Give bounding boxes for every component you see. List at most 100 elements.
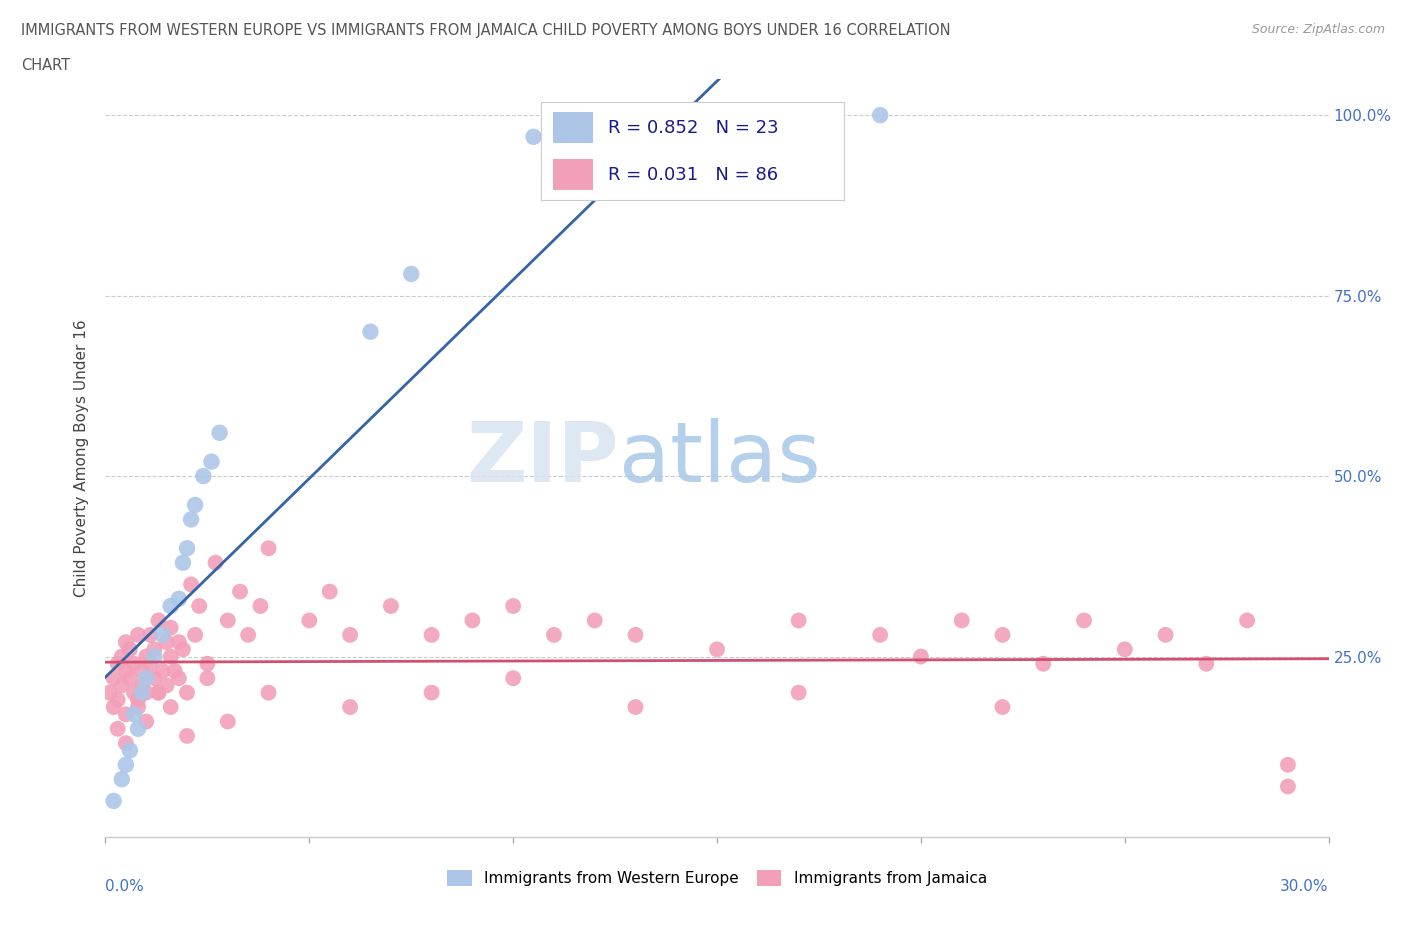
Point xyxy=(991,699,1014,714)
Point xyxy=(523,129,546,144)
Point xyxy=(135,685,157,700)
Point xyxy=(159,620,181,635)
Point xyxy=(127,693,149,708)
Point xyxy=(420,628,443,643)
Bar xyxy=(554,112,593,143)
Point xyxy=(1277,757,1299,772)
Point xyxy=(624,628,647,643)
Point xyxy=(167,634,190,649)
Point xyxy=(217,714,239,729)
Legend: Immigrants from Western Europe, Immigrants from Jamaica: Immigrants from Western Europe, Immigran… xyxy=(440,862,994,894)
Point xyxy=(152,663,174,678)
Text: 0.0%: 0.0% xyxy=(105,879,145,894)
Point xyxy=(193,469,215,484)
Point xyxy=(197,671,219,685)
Point xyxy=(159,649,181,664)
Point xyxy=(143,671,166,685)
Point xyxy=(122,657,145,671)
Point xyxy=(163,663,186,678)
Point xyxy=(156,678,179,693)
Point xyxy=(318,584,342,599)
Point xyxy=(103,671,125,685)
Point xyxy=(1114,642,1136,657)
Point xyxy=(98,685,121,700)
Point xyxy=(180,577,202,591)
Point xyxy=(583,613,606,628)
Point xyxy=(950,613,973,628)
Text: IMMIGRANTS FROM WESTERN EUROPE VS IMMIGRANTS FROM JAMAICA CHILD POVERTY AMONG BO: IMMIGRANTS FROM WESTERN EUROPE VS IMMIGR… xyxy=(21,23,950,38)
Point xyxy=(118,671,141,685)
Point xyxy=(111,772,134,787)
Point xyxy=(159,699,181,714)
Point xyxy=(176,541,198,556)
Point xyxy=(115,736,138,751)
Point xyxy=(380,599,402,614)
Point xyxy=(1236,613,1258,628)
Point xyxy=(148,613,170,628)
Point xyxy=(131,663,153,678)
Point xyxy=(184,628,207,643)
Point xyxy=(122,685,145,700)
Bar xyxy=(554,159,593,191)
Point xyxy=(131,678,153,693)
Point xyxy=(172,555,194,570)
Point xyxy=(257,685,280,700)
Point xyxy=(249,599,271,614)
Point xyxy=(135,649,157,664)
Point xyxy=(122,707,145,722)
Point xyxy=(787,613,810,628)
Point xyxy=(127,699,149,714)
Point xyxy=(360,325,382,339)
Point xyxy=(229,584,252,599)
Point xyxy=(156,634,179,649)
Point xyxy=(217,613,239,628)
Text: 30.0%: 30.0% xyxy=(1281,879,1329,894)
Point xyxy=(135,671,157,685)
Point xyxy=(172,642,194,657)
Point xyxy=(1277,779,1299,794)
Point xyxy=(107,657,129,671)
Point xyxy=(111,678,134,693)
Point xyxy=(236,628,260,643)
Point xyxy=(869,628,891,643)
Point xyxy=(197,657,219,671)
Point xyxy=(103,699,125,714)
Point xyxy=(176,728,198,743)
Point xyxy=(118,743,141,758)
Point xyxy=(152,628,174,643)
Y-axis label: Child Poverty Among Boys Under 16: Child Poverty Among Boys Under 16 xyxy=(75,319,90,597)
Point xyxy=(787,685,810,700)
Point xyxy=(159,599,181,614)
Point xyxy=(461,613,484,628)
Point xyxy=(188,599,211,614)
Point xyxy=(127,628,149,643)
Point xyxy=(298,613,321,628)
Point xyxy=(1032,657,1054,671)
Point xyxy=(103,793,125,808)
Point xyxy=(148,685,170,700)
Point xyxy=(543,628,565,643)
Point xyxy=(706,642,728,657)
Point xyxy=(1195,657,1218,671)
Point xyxy=(624,699,647,714)
Point xyxy=(115,634,138,649)
Point xyxy=(991,628,1014,643)
Point xyxy=(131,685,153,700)
Point xyxy=(118,642,141,657)
Point xyxy=(180,512,202,526)
Point xyxy=(148,685,170,700)
Point xyxy=(200,454,222,469)
Point xyxy=(420,685,443,700)
Point xyxy=(107,722,129,737)
Text: CHART: CHART xyxy=(21,58,70,73)
Point xyxy=(167,671,190,685)
Text: R = 0.852   N = 23: R = 0.852 N = 23 xyxy=(607,119,779,137)
Point xyxy=(167,591,190,606)
Point xyxy=(1154,628,1177,643)
Point xyxy=(339,699,361,714)
Point xyxy=(910,649,932,664)
Point xyxy=(869,108,891,123)
Point xyxy=(184,498,207,512)
Point xyxy=(111,649,134,664)
Point xyxy=(176,685,198,700)
